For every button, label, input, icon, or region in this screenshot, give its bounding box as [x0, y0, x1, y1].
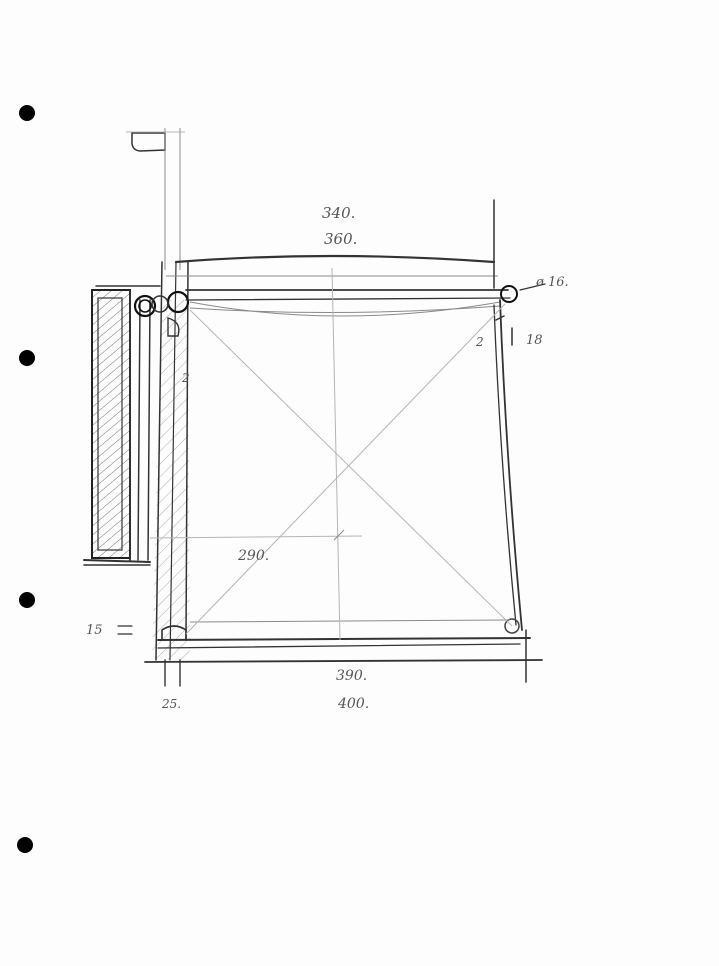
- handle-profile: [126, 128, 185, 270]
- left-dimension-marks: [117, 625, 133, 635]
- binder-hole-3: [19, 592, 35, 608]
- top-rail: [166, 199, 511, 317]
- binder-hole-4: [17, 837, 33, 853]
- dim-left-height: 15: [86, 623, 103, 638]
- dim-middle: 290.: [237, 548, 269, 564]
- dim-gap-right: 2: [475, 335, 484, 349]
- dim-top-inner: 340.: [322, 204, 355, 222]
- dim-bottom-inner: 390.: [336, 668, 367, 684]
- dim-right-offset: 18: [526, 333, 543, 348]
- diagonal-bracing: [149, 267, 513, 641]
- dim-gap-left: 2: [181, 371, 190, 385]
- dim-top-outer: 360.: [324, 230, 357, 248]
- dim-pipe-diameter: ø 16.: [535, 275, 569, 290]
- bottom-rail: [144, 619, 543, 687]
- binder-hole-1: [19, 105, 35, 121]
- frame-hatch-strip: [152, 261, 190, 661]
- roller-cluster: [133, 290, 190, 337]
- right-frame: [493, 283, 546, 683]
- left-wall-section: [83, 285, 161, 566]
- dim-left-width: 25.: [161, 697, 181, 711]
- binder-hole-2: [19, 350, 35, 366]
- dim-bottom-outer: 400.: [337, 696, 369, 712]
